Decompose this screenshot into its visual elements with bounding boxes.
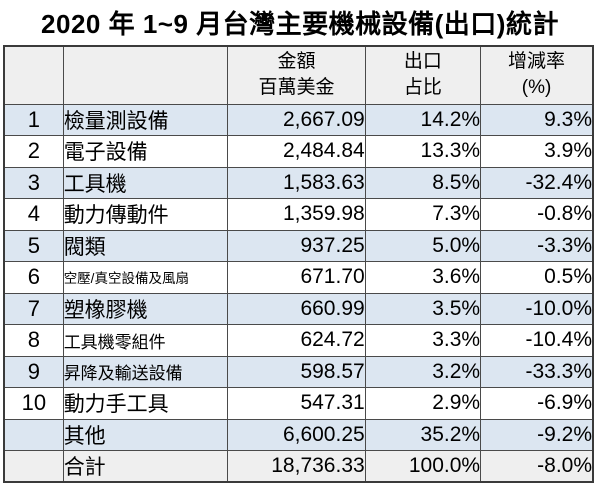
amount-cell: 660.99 <box>227 292 366 325</box>
table-body: 1 檢量測設備 2,667.09 14.2% 9.3% 2 電子設備 2,484.84 13.3… <box>3 103 594 483</box>
share-cell: 3.3% <box>364 324 482 357</box>
change-cell: -6.9% <box>480 387 594 420</box>
name-cell: 工具機 <box>62 166 229 199</box>
table-row: 4 動力傳動件 1,359.98 7.3% -0.8% <box>3 198 594 231</box>
rank-cell: 9 <box>3 355 64 388</box>
amount-cell: 6,600.25 <box>227 418 366 451</box>
col-header-line: 占比 <box>403 77 442 99</box>
amount-cell: 598.57 <box>227 355 366 388</box>
col-header-line: 百萬美金 <box>258 77 335 99</box>
change-cell: -0.8% <box>480 198 594 231</box>
amount-cell: 1,583.63 <box>227 166 366 199</box>
change-cell: -10.0% <box>480 292 594 325</box>
change-cell: -10.4% <box>480 324 594 357</box>
share-cell: 2.9% <box>364 387 482 420</box>
rank-cell: 10 <box>3 387 64 420</box>
change-cell: -32.4% <box>480 166 594 199</box>
amount-cell: 937.25 <box>227 229 366 262</box>
rank-cell: 7 <box>3 292 64 325</box>
col-header-line: 金額 <box>277 51 316 73</box>
table-header: 金額 百萬美金 出口 占比 增減率 (%) <box>3 45 594 105</box>
rank-cell: 5 <box>3 229 64 262</box>
share-cell: 13.3% <box>364 135 482 168</box>
name-cell: 合計 <box>62 450 229 483</box>
share-cell: 8.5% <box>364 166 482 199</box>
change-cell: -9.2% <box>480 418 594 451</box>
table-row: 7 塑橡膠機 660.99 3.5% -10.0% <box>3 292 594 325</box>
rank-cell: 4 <box>3 198 64 231</box>
rank-cell <box>3 418 64 451</box>
share-cell: 3.2% <box>364 355 482 388</box>
table-row: 10 動力手工具 547.31 2.9% -6.9% <box>3 387 594 420</box>
amount-cell: 1,359.98 <box>227 198 366 231</box>
table-row: 6 空壓/真空設備及風扇 671.70 3.6% 0.5% <box>3 261 594 294</box>
rank-cell: 6 <box>3 261 64 294</box>
change-cell: -33.3% <box>480 355 594 388</box>
amount-cell: 2,667.09 <box>227 103 366 136</box>
name-cell: 電子設備 <box>62 135 229 168</box>
share-cell: 3.5% <box>364 292 482 325</box>
share-cell: 14.2% <box>364 103 482 136</box>
table-row: 5 閥類 937.25 5.0% -3.3% <box>3 229 594 262</box>
export-stats-table: 金額 百萬美金 出口 占比 增減率 (%) 1 檢量測設備 2,667.09 14.2% 9.3%… <box>3 45 594 483</box>
share-cell: 5.0% <box>364 229 482 262</box>
rank-cell: 8 <box>3 324 64 357</box>
page-title: 2020 年 1~9 月台灣主要機械設備(出口)統計 <box>41 9 559 39</box>
change-cell: 3.9% <box>480 135 594 168</box>
table-row: 1 檢量測設備 2,667.09 14.2% 9.3% <box>3 103 594 136</box>
share-cell: 35.2% <box>364 418 482 451</box>
name-cell: 工具機零組件 <box>62 324 229 357</box>
col-header-name <box>62 45 229 105</box>
change-cell: 9.3% <box>480 103 594 136</box>
share-cell: 3.6% <box>364 261 482 294</box>
table-row: 2 電子設備 2,484.84 13.3% 3.9% <box>3 135 594 168</box>
name-cell: 檢量測設備 <box>62 103 229 136</box>
col-header-line: (%) <box>521 77 552 99</box>
table-row: 合計 18,736.33 100.0% -8.0% <box>3 450 594 483</box>
name-cell: 動力手工具 <box>62 387 229 420</box>
rank-cell: 3 <box>3 166 64 199</box>
col-header-amount: 金額 百萬美金 <box>227 45 366 105</box>
table-row: 其他 6,600.25 35.2% -9.2% <box>3 418 594 451</box>
amount-cell: 671.70 <box>227 261 366 294</box>
name-cell: 動力傳動件 <box>62 198 229 231</box>
table-row: 9 昇降及輸送設備 598.57 3.2% -33.3% <box>3 355 594 388</box>
share-cell: 7.3% <box>364 198 482 231</box>
col-header-change: 增減率 (%) <box>480 45 594 105</box>
name-cell: 其他 <box>62 418 229 451</box>
amount-cell: 18,736.33 <box>227 450 366 483</box>
name-cell: 空壓/真空設備及風扇 <box>62 261 229 294</box>
name-cell: 閥類 <box>62 229 229 262</box>
col-header-rank <box>3 45 64 105</box>
change-cell: -8.0% <box>480 450 594 483</box>
amount-cell: 547.31 <box>227 387 366 420</box>
share-cell: 100.0% <box>364 450 482 483</box>
rank-cell: 2 <box>3 135 64 168</box>
col-header-share: 出口 占比 <box>364 45 482 105</box>
table-row: 8 工具機零組件 624.72 3.3% -10.4% <box>3 324 594 357</box>
header-row: 金額 百萬美金 出口 占比 增減率 (%) <box>3 45 594 105</box>
rank-cell: 1 <box>3 103 64 136</box>
name-cell: 塑橡膠機 <box>62 292 229 325</box>
col-header-line: 出口 <box>403 51 442 73</box>
amount-cell: 624.72 <box>227 324 366 357</box>
change-cell: -3.3% <box>480 229 594 262</box>
change-cell: 0.5% <box>480 261 594 294</box>
amount-cell: 2,484.84 <box>227 135 366 168</box>
col-header-line: 增減率 <box>508 51 566 73</box>
rank-cell <box>3 450 64 483</box>
name-cell: 昇降及輸送設備 <box>62 355 229 388</box>
table-row: 3 工具機 1,583.63 8.5% -32.4% <box>3 166 594 199</box>
